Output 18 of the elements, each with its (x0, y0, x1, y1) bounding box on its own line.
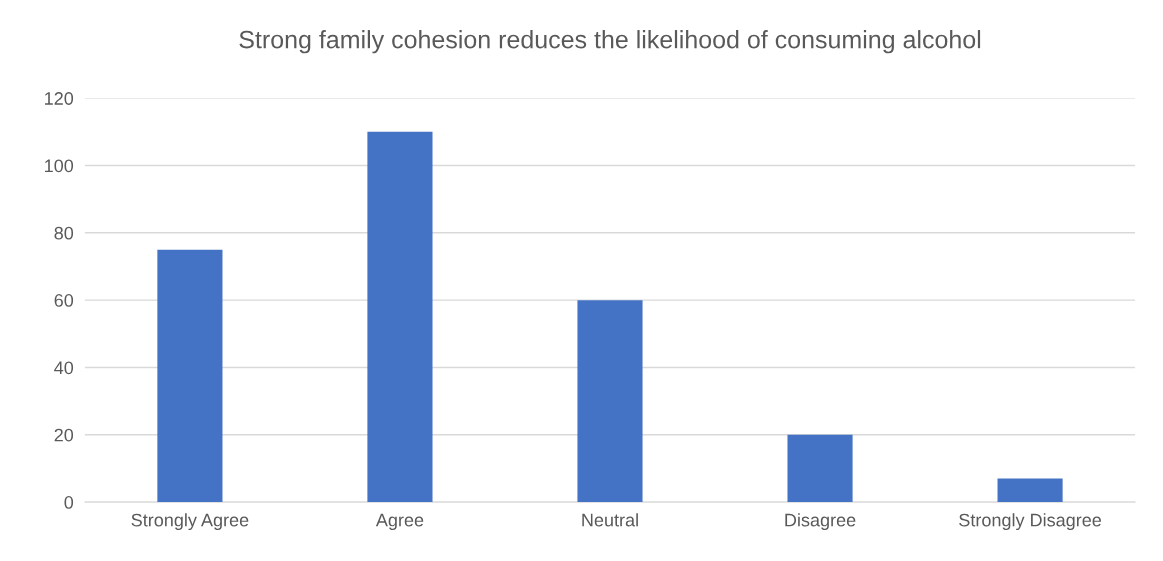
bar (577, 300, 643, 503)
y-tick-label: 100 (45, 159, 74, 173)
bar (787, 434, 853, 503)
x-tick-label: Disagree (785, 513, 856, 531)
y-tick-label: 60 (54, 294, 74, 307)
bar (367, 131, 433, 503)
y-tick-label: 40 (54, 361, 74, 375)
chart-title: Strong family cohesion reduces the likelihood of consuming alcohol (239, 30, 981, 54)
y-tick-label: 0 (64, 496, 74, 509)
y-tick-label: 80 (54, 226, 74, 240)
y-tick-label: 20 (54, 428, 74, 442)
bar (997, 478, 1063, 503)
x-tick-label: Agree (375, 513, 424, 531)
x-tick-label: Strongly Agree (131, 513, 249, 531)
bar (157, 249, 223, 503)
y-tick-label: 120 (45, 92, 74, 105)
x-tick-label: Strongly Disagree (959, 513, 1102, 531)
x-tick-label: Neutral (582, 513, 638, 527)
